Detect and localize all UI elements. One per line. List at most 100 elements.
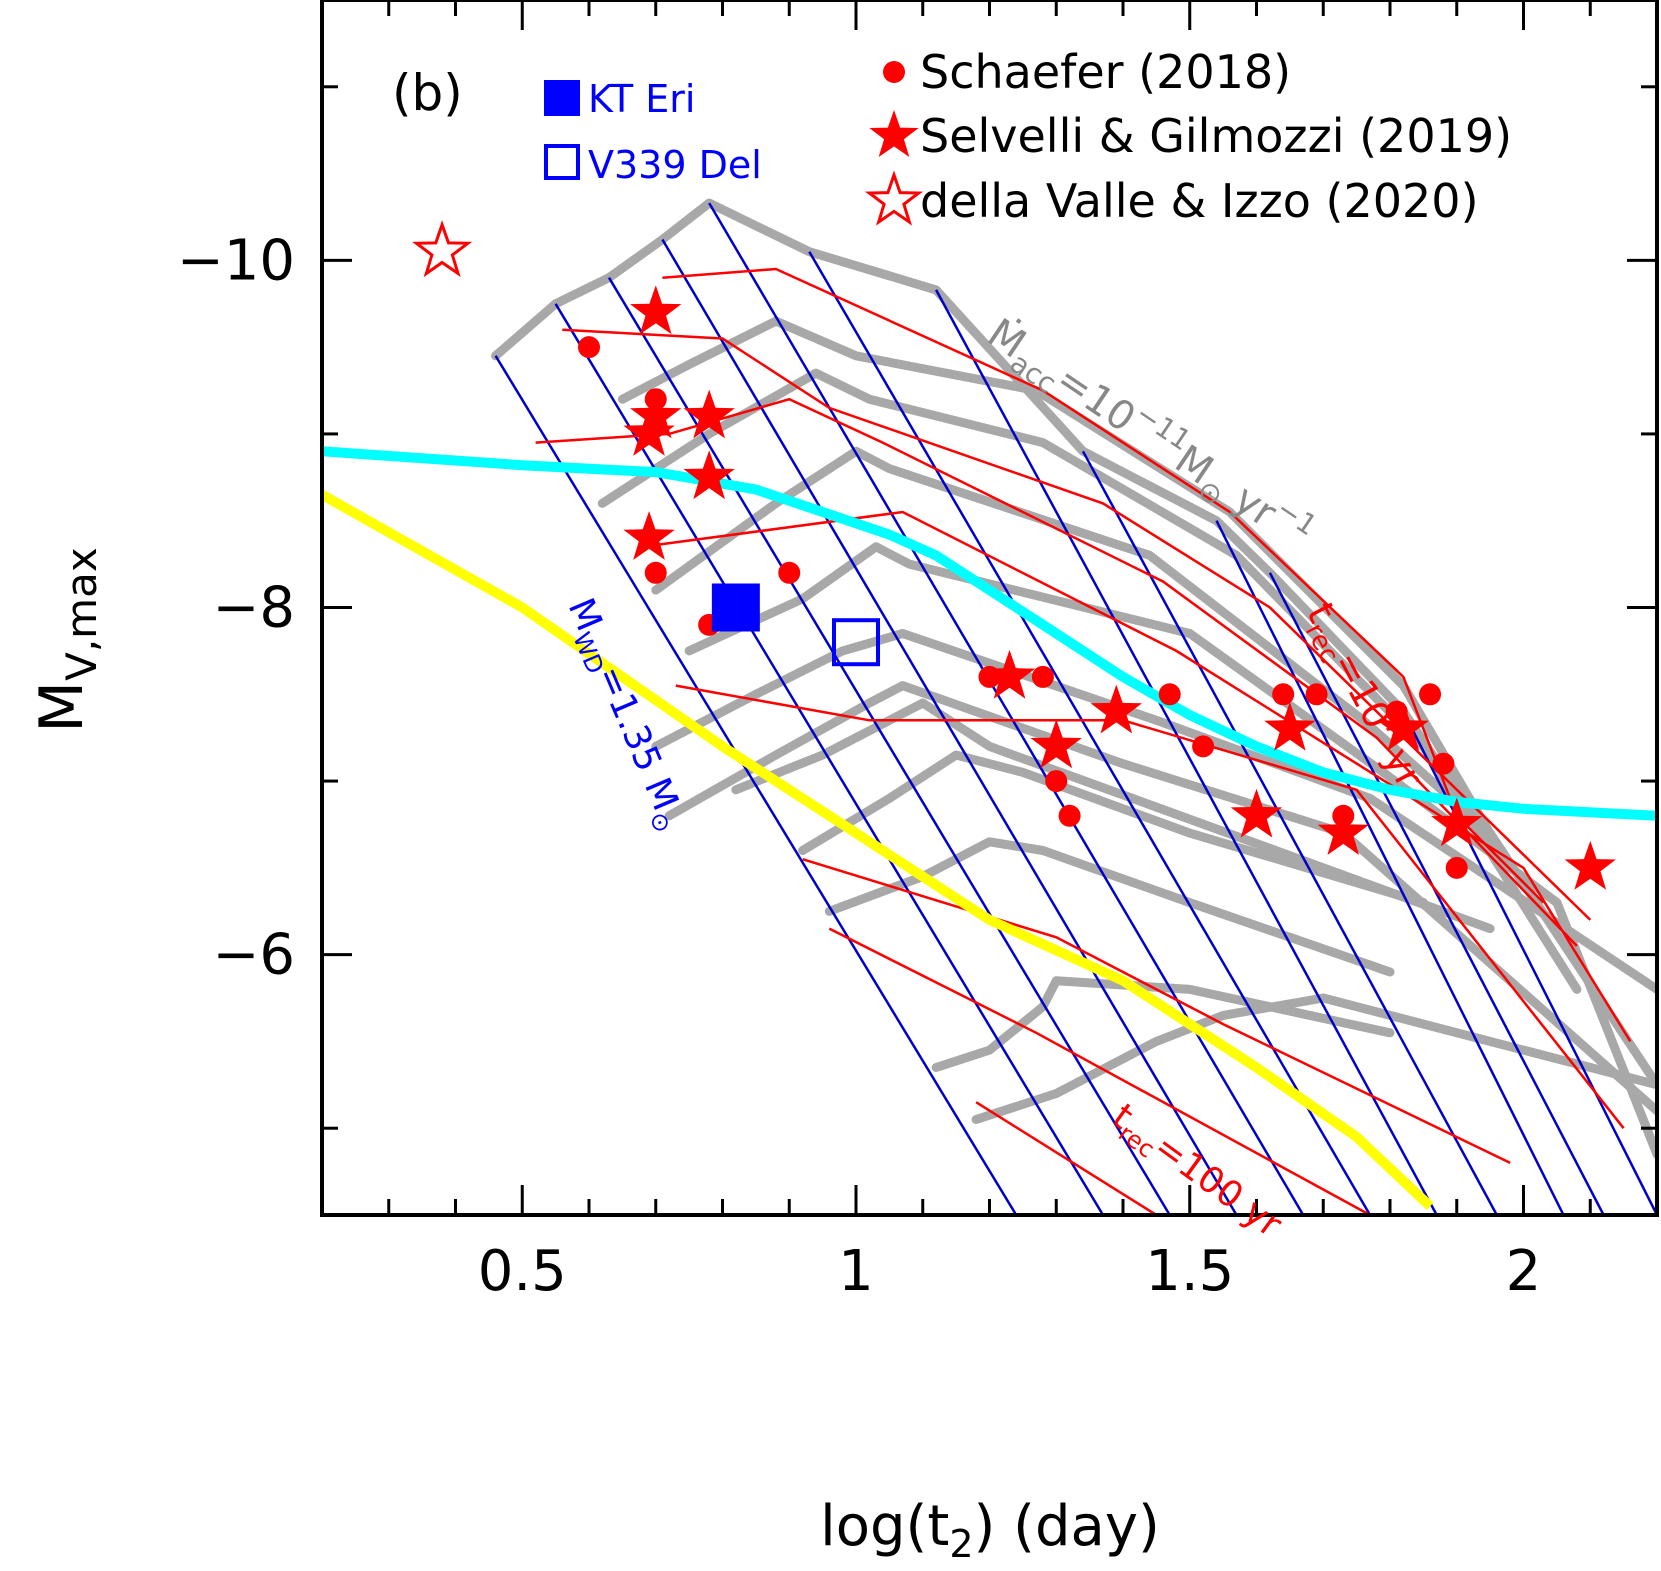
- kt-eri-legend-label: KT Eri: [588, 77, 695, 121]
- cyan-curve: [322, 446, 1657, 821]
- marker-schaefer-2018--9: [1158, 683, 1181, 706]
- della-valle-legend-label: della Valle & Izzo (2020): [920, 174, 1479, 228]
- x-axis-ticks: 0.5 1 1.5 2: [387, 0, 1592, 1304]
- y-axis-ticks: −10 −8 −6: [177, 85, 1657, 1130]
- selvelli-legend-label: Selvelli & Gilmozzi (2019): [920, 109, 1512, 163]
- marker-della-valle-izzo-2020--0: [412, 220, 473, 278]
- x-tick-label-1: 1: [838, 1239, 874, 1304]
- x-label-sub: 2: [949, 1522, 973, 1566]
- legend-item-schaefer: Schaefer (2018): [883, 45, 1291, 99]
- marker-schaefer-2018--8: [1058, 804, 1081, 827]
- marker-selvelli-gilmozzi-2019--1: [630, 389, 682, 439]
- marker-selvelli-gilmozzi-2019--11: [1317, 806, 1369, 855]
- marker-schaefer-2018--7: [1045, 770, 1068, 793]
- x-axis-label: log(t2) (day): [820, 1494, 1160, 1566]
- red-lines: [535, 267, 1632, 1215]
- v339-del-legend-marker: [544, 144, 580, 180]
- marker-kt-eri-0: [711, 583, 760, 632]
- gray-model-line-8: [798, 750, 1428, 908]
- blue-wd-line-1: [554, 303, 1105, 1215]
- yellow-line-path: [322, 490, 1434, 1210]
- blue-wd-line-4: [708, 202, 1305, 1215]
- marker-selvelli-gilmozzi-2019--4: [683, 450, 735, 500]
- marker-schaefer-2018--0: [578, 336, 600, 359]
- marker-selvelli-gilmozzi-2019--5: [623, 511, 675, 560]
- blue-wd-line-8: [1215, 520, 1565, 1215]
- marker-schaefer-2018--15: [1419, 683, 1442, 706]
- marker-selvelli-gilmozzi-2019--14: [1564, 840, 1616, 890]
- x-label-main: log(t: [820, 1494, 949, 1559]
- marker-v339-del-0: [832, 618, 880, 667]
- blue-wd-line-5: [808, 251, 1372, 1215]
- marker-selvelli-gilmozzi-2019--10: [1264, 702, 1316, 751]
- gray-model-line-9: [824, 837, 1395, 977]
- y-label-main: M: [27, 681, 97, 733]
- marker-schaefer-2018--11: [1272, 683, 1295, 706]
- red-trec-line-5: [802, 858, 1511, 1165]
- x-tick-label-0: 0.5: [478, 1239, 567, 1304]
- red-trec-line-7: [975, 1101, 1158, 1215]
- gray-lines: [491, 198, 1657, 1159]
- y-tick-label-0: −10: [177, 228, 295, 293]
- marker-schaefer-2018--16: [1432, 752, 1455, 775]
- red-trec-line-1: [562, 328, 1592, 921]
- svg-text:log(t2) (day): log(t2) (day): [820, 1494, 1160, 1566]
- x-tick-label-2: 1.5: [1145, 1239, 1234, 1304]
- marker-selvelli-gilmozzi-2019--12: [1377, 702, 1429, 751]
- legend-item-v339-del: V339 Del: [544, 143, 762, 187]
- marker-selvelli-gilmozzi-2019--0: [630, 285, 682, 335]
- marker-selvelli-gilmozzi-2019--8: [1090, 684, 1142, 734]
- marker-selvelli-gilmozzi-2019--7: [1030, 719, 1082, 769]
- blue-wd-line-7: [1081, 450, 1498, 1215]
- legend: KT Eri V339 Del Schaefer (2018) Selvelli…: [544, 45, 1512, 228]
- red-trec-line-3: [642, 510, 1632, 1043]
- yellow-line: [322, 490, 1434, 1210]
- schaefer-legend-marker: [883, 61, 905, 83]
- gray-model-line-7: [731, 698, 1495, 934]
- gray-model-line-4: [684, 542, 1657, 1159]
- gray-model-line-10: [931, 976, 1395, 1072]
- blue-wd-line-2: [607, 277, 1171, 1215]
- x-tick-label-3: 2: [1506, 1239, 1542, 1304]
- legend-item-selvelli: Selvelli & Gilmozzi (2019): [869, 109, 1512, 163]
- marker-schaefer-2018--10: [1192, 735, 1215, 758]
- data-markers: [412, 220, 1616, 890]
- model-grid: [322, 198, 1657, 1215]
- marker-selvelli-gilmozzi-2019--6: [983, 649, 1036, 699]
- marker-selvelli-gilmozzi-2019--3: [683, 389, 735, 439]
- gray-model-line-0: [491, 198, 1502, 855]
- kt-eri-legend-marker: [544, 80, 580, 116]
- blue-wd-line-6: [935, 289, 1438, 1215]
- marker-schaefer-2018--4: [778, 561, 801, 584]
- v339-del-legend-label: V339 Del: [588, 143, 762, 187]
- della-valle-legend-marker: [864, 170, 924, 226]
- selvelli-legend-marker: [869, 110, 919, 157]
- marker-schaefer-2018--2: [644, 561, 667, 584]
- blue-wd-line-9: [1268, 572, 1605, 1215]
- red-trec-line-6: [828, 927, 1371, 1215]
- svg-text:MV,max: MV,max: [27, 547, 106, 732]
- marker-selvelli-gilmozzi-2019--13: [1431, 797, 1483, 847]
- cyan-curve-line: [322, 446, 1657, 821]
- blue-wd-line-0: [494, 355, 1018, 1215]
- y-axis-label: MV,max: [27, 547, 106, 732]
- gray-model-line-5: [651, 629, 1657, 994]
- gray-model-line-3: [651, 446, 1657, 1090]
- legend-item-kt-eri: KT Eri: [544, 77, 695, 121]
- blue-wd-line-3: [661, 238, 1238, 1215]
- marker-selvelli-gilmozzi-2019--9: [1230, 788, 1283, 838]
- legend-item-della-valle: della Valle & Izzo (2020): [864, 170, 1479, 228]
- y-tick-label-2: −6: [212, 923, 295, 988]
- marker-selvelli-gilmozzi-2019--2: [623, 406, 675, 456]
- y-tick-label-1: −8: [212, 576, 295, 641]
- blue-lines: [494, 202, 1657, 1215]
- y-label-sub: V,max: [57, 547, 106, 681]
- panel-label: (b): [392, 64, 463, 122]
- marker-schaefer-2018--17: [1445, 856, 1468, 879]
- x-label-tail: ) (day): [974, 1494, 1160, 1559]
- marker-schaefer-2018--12: [1305, 683, 1328, 706]
- schaefer-legend-label: Schaefer (2018): [920, 45, 1291, 99]
- red-trec-line-4: [675, 684, 1625, 1129]
- marker-schaefer-2018--6: [1031, 665, 1054, 688]
